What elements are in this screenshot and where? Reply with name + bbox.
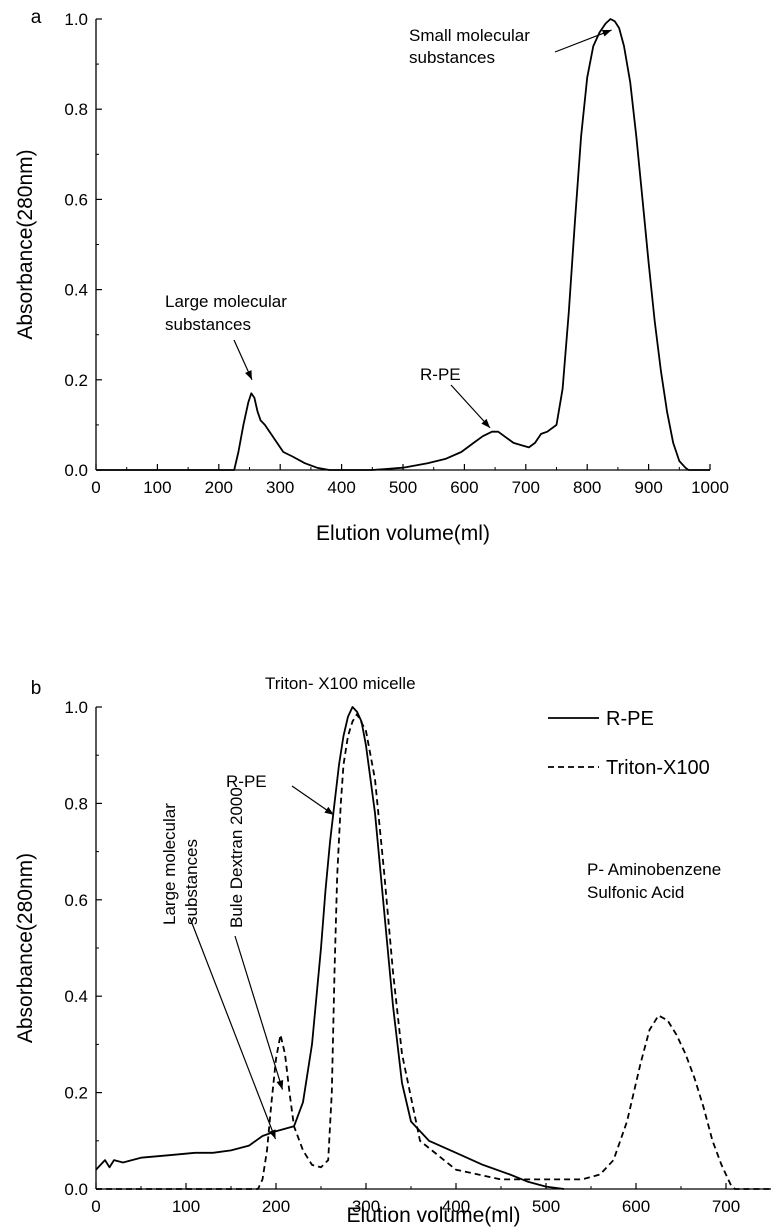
series-line-0 xyxy=(96,18,710,471)
arrow-small-molecular xyxy=(554,29,612,53)
arrow-large-molecular xyxy=(189,917,277,1140)
series-line-triton-x100 xyxy=(96,713,771,1190)
annotation-rpe: R-PE xyxy=(226,772,267,791)
y-axis-label: Absorbance(280nm) xyxy=(14,149,37,339)
y-tick-label: 0.0 xyxy=(64,1180,88,1199)
x-tick-label: 1000 xyxy=(691,478,729,497)
y-tick-label: 0.4 xyxy=(64,281,88,300)
panel-a-letter: a xyxy=(31,7,42,28)
annotation-blue-dextran: Bule Dextran 2000 xyxy=(227,787,246,928)
x-tick-label: 200 xyxy=(205,478,233,497)
arrow-large-molecular xyxy=(233,339,253,381)
arrow-rpe xyxy=(291,785,335,816)
x-tick-label: 300 xyxy=(266,478,294,497)
y-tick-label: 0.2 xyxy=(64,371,88,390)
x-tick-label: 700 xyxy=(512,478,540,497)
x-tick-label: 600 xyxy=(622,1197,650,1216)
annotation-aminobenzene-line1: P- Aminobenzene xyxy=(587,860,721,879)
x-tick-label: 100 xyxy=(143,478,171,497)
annotation-large-molecular-line1: Large molecular xyxy=(160,803,179,925)
panel-a-chart: a 0.0 0.2 0.4 0.6 0.8 1.0 0 100 200 300 400 500 600 7… xyxy=(14,7,729,545)
annotation-rpe: R-PE xyxy=(420,365,461,384)
y-tick-label: 0.2 xyxy=(64,1084,88,1103)
x-tick-label: 0 xyxy=(91,1197,100,1216)
annotation-large-molecular-line2: substances xyxy=(182,839,201,925)
y-tick-label: 0.6 xyxy=(64,891,88,910)
x-tick-label: 0 xyxy=(91,478,100,497)
y-tick-label: 0.8 xyxy=(64,100,88,119)
x-tick-label: 200 xyxy=(262,1197,290,1216)
arrow-blue-dextran xyxy=(234,935,284,1090)
annotation-aminobenzene-line2: Sulfonic Acid xyxy=(587,883,684,902)
x-tick-label: 400 xyxy=(442,1197,470,1216)
x-tick-label: 700 xyxy=(712,1197,740,1216)
annotation-triton-micelle: Triton- X100 micelle xyxy=(265,674,416,693)
annotation-small-molecular-line1: Small molecular xyxy=(409,26,530,45)
x-axis-label: Elution volume(ml) xyxy=(347,1204,521,1227)
y-tick-label: 1.0 xyxy=(64,10,88,29)
y-tick-label: 0.6 xyxy=(64,190,88,209)
y-tick-label: 1.0 xyxy=(64,698,88,717)
y-tick-label: 0.8 xyxy=(64,794,88,813)
y-axis-label: Absorbance(280nm) xyxy=(14,853,37,1043)
annotation-large-molecular-line1: Large molecular xyxy=(165,292,287,311)
x-tick-label: 500 xyxy=(532,1197,560,1216)
x-tick-label: 400 xyxy=(327,478,355,497)
arrow-rpe xyxy=(450,384,491,429)
panel-b-letter: b xyxy=(31,678,42,699)
annotation-large-molecular-line2: substances xyxy=(165,315,251,334)
x-tick-label: 800 xyxy=(573,478,601,497)
legend-label-rpe: R-PE xyxy=(606,708,654,730)
series-line-r-pe xyxy=(95,706,565,1190)
y-tick-label: 0.4 xyxy=(64,987,88,1006)
x-tick-label: 600 xyxy=(450,478,478,497)
x-tick-label: 300 xyxy=(352,1197,380,1216)
x-tick-label: 500 xyxy=(389,478,417,497)
legend-label-triton: Triton-X100 xyxy=(606,757,710,779)
x-axis-label: Elution volume(ml) xyxy=(316,522,490,545)
x-tick-label: 100 xyxy=(172,1197,200,1216)
annotation-small-molecular-line2: substances xyxy=(409,48,495,67)
x-tick-label: 900 xyxy=(634,478,662,497)
panel-b-chart: b 0.0 0.2 0.4 0.6 0.8 1.0 0 100 200 300 400 500 600 7… xyxy=(14,674,771,1227)
legend: R-PE Triton-X100 xyxy=(548,708,710,779)
y-tick-label: 0.0 xyxy=(64,461,88,480)
